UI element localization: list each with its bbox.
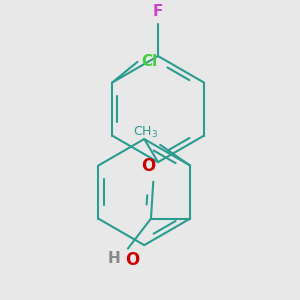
Text: H: H — [108, 251, 121, 266]
Text: CH$_3$: CH$_3$ — [133, 125, 158, 140]
Text: O: O — [142, 157, 156, 175]
Text: Cl: Cl — [141, 54, 157, 69]
Text: F: F — [153, 4, 163, 19]
Text: O: O — [125, 251, 140, 269]
